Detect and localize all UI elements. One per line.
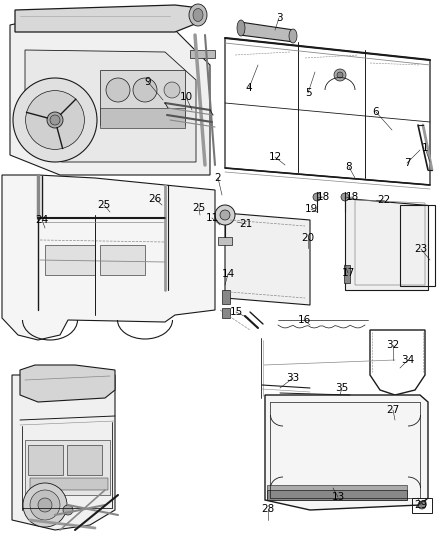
Circle shape [30, 490, 60, 520]
Text: 9: 9 [145, 77, 151, 87]
Circle shape [313, 193, 321, 201]
Circle shape [164, 82, 180, 98]
Text: 29: 29 [414, 500, 427, 510]
Bar [267, 490, 407, 500]
Circle shape [215, 205, 235, 225]
Text: 25: 25 [192, 203, 205, 213]
Text: 19: 19 [304, 204, 318, 214]
Ellipse shape [237, 20, 245, 36]
Text: 18: 18 [346, 192, 359, 202]
Circle shape [13, 78, 97, 162]
Text: 14: 14 [221, 269, 235, 279]
Polygon shape [265, 395, 428, 510]
Circle shape [50, 115, 60, 125]
Circle shape [133, 78, 157, 102]
Text: 13: 13 [332, 492, 345, 502]
Polygon shape [15, 5, 200, 32]
Bar [25, 440, 110, 495]
Text: 15: 15 [230, 307, 243, 317]
Bar [45, 245, 95, 275]
Text: 10: 10 [180, 92, 193, 102]
Text: 27: 27 [386, 405, 399, 415]
Polygon shape [12, 375, 115, 530]
Bar [222, 290, 230, 304]
Circle shape [63, 505, 73, 515]
Text: 17: 17 [341, 268, 355, 278]
Ellipse shape [289, 29, 297, 43]
Text: 11: 11 [205, 213, 219, 223]
Text: 33: 33 [286, 373, 300, 383]
Circle shape [220, 210, 230, 220]
Text: 12: 12 [268, 152, 282, 162]
Text: 21: 21 [240, 219, 253, 229]
Text: 18: 18 [316, 192, 330, 202]
Text: 2: 2 [215, 173, 221, 183]
Circle shape [106, 78, 130, 102]
Text: 8: 8 [346, 162, 352, 172]
Polygon shape [240, 22, 294, 42]
Bar [100, 70, 185, 125]
Text: 32: 32 [386, 340, 399, 350]
Text: 3: 3 [276, 13, 283, 23]
Polygon shape [10, 10, 210, 175]
Circle shape [23, 483, 67, 527]
Ellipse shape [193, 9, 203, 21]
Text: 26: 26 [148, 194, 162, 204]
Text: 35: 35 [336, 383, 349, 393]
Polygon shape [25, 50, 196, 162]
Text: 4: 4 [246, 83, 252, 93]
Bar [267, 485, 407, 490]
Polygon shape [2, 175, 215, 340]
Bar [100, 245, 145, 275]
Text: 20: 20 [301, 233, 314, 243]
Circle shape [334, 69, 346, 81]
Text: 1: 1 [422, 143, 428, 153]
Text: 16: 16 [297, 315, 311, 325]
Bar [100, 108, 185, 128]
Polygon shape [345, 198, 428, 290]
Ellipse shape [189, 4, 207, 26]
Circle shape [418, 501, 426, 509]
Circle shape [337, 72, 343, 78]
Text: 25: 25 [97, 200, 111, 210]
Text: 7: 7 [404, 158, 410, 168]
Bar [222, 308, 230, 318]
Polygon shape [20, 365, 115, 402]
Bar [412, 498, 432, 513]
Text: 23: 23 [414, 244, 427, 254]
Bar [190, 50, 215, 58]
Bar [30, 478, 108, 490]
Bar [67, 445, 102, 475]
Bar [218, 237, 232, 245]
Bar [344, 265, 350, 283]
Text: 22: 22 [378, 195, 391, 205]
Text: 24: 24 [35, 215, 49, 225]
Bar [28, 445, 63, 475]
Circle shape [25, 91, 85, 149]
Text: 5: 5 [305, 88, 311, 98]
Circle shape [341, 193, 349, 201]
Circle shape [38, 498, 52, 512]
Polygon shape [225, 213, 310, 305]
Circle shape [47, 112, 63, 128]
Text: 28: 28 [261, 504, 275, 514]
Text: 6: 6 [373, 107, 379, 117]
Text: 34: 34 [401, 355, 415, 365]
